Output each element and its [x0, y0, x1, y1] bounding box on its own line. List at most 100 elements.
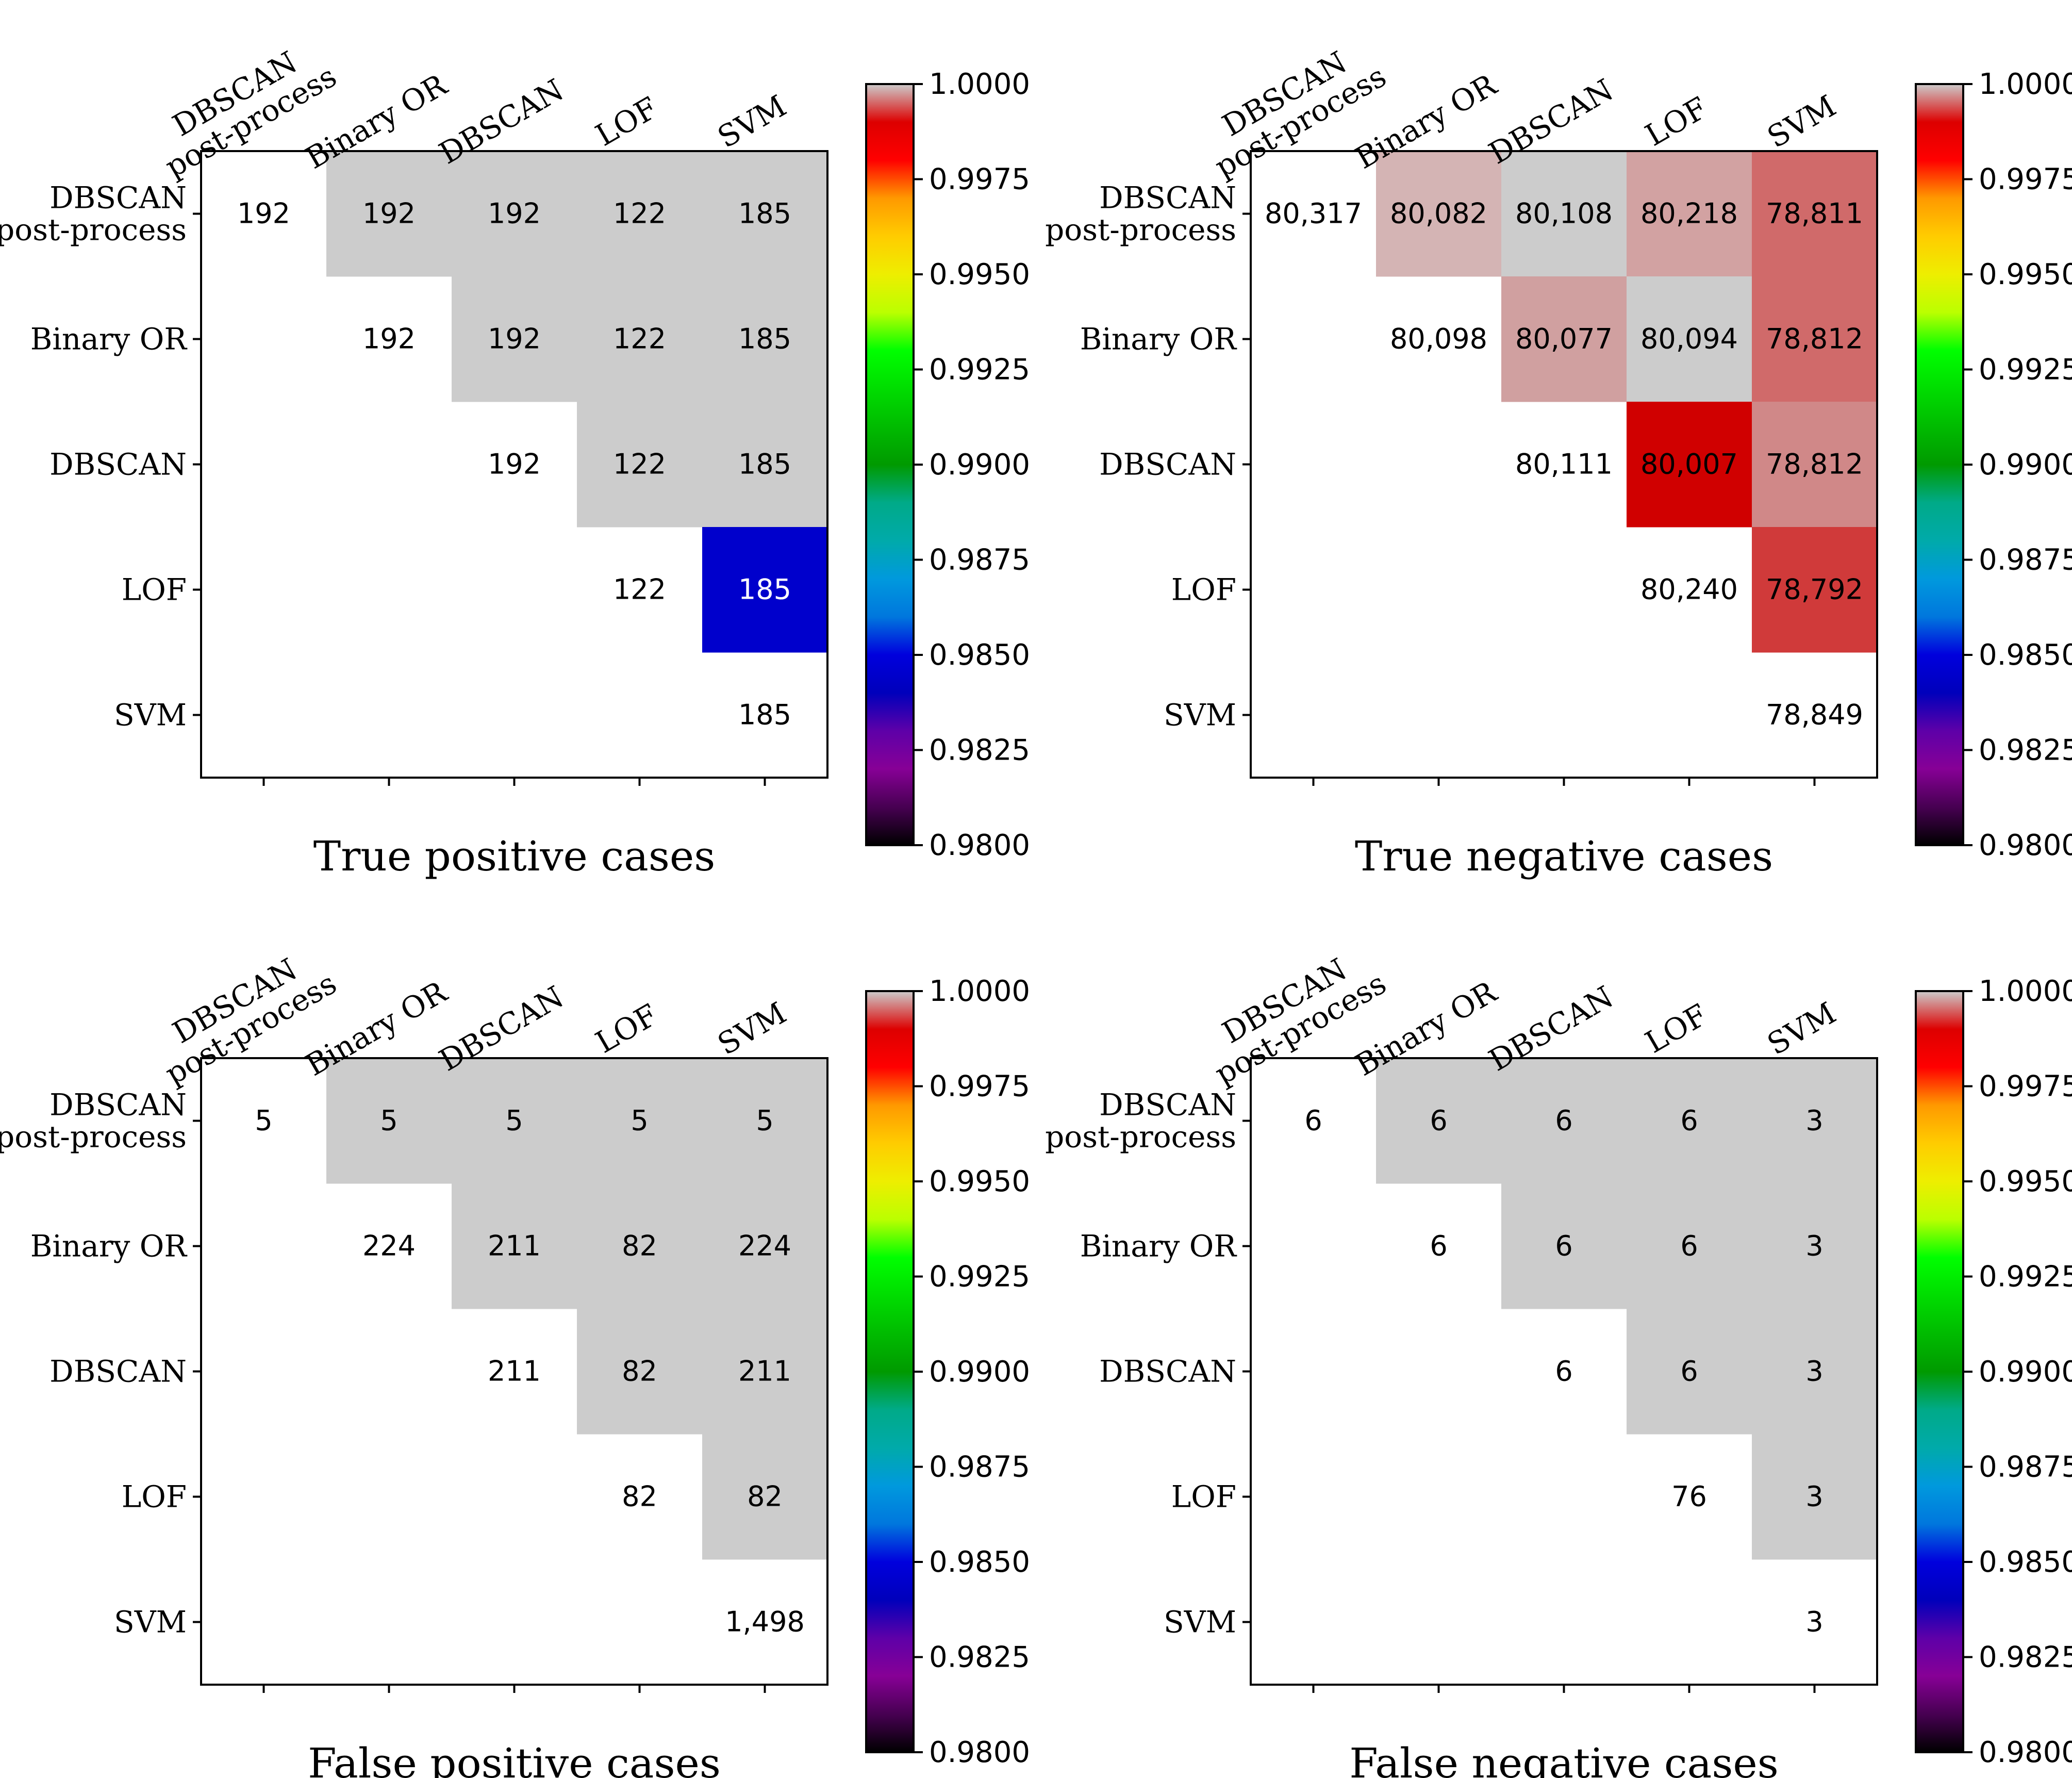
colorbar-tick-label: 0.9800 — [929, 829, 1030, 862]
svg-text:Binary OR: Binary OR — [1080, 322, 1238, 357]
cell-value-label: 78,811 — [1766, 197, 1863, 230]
heatmap-panel-4: 6 6 6 6 36 6 6 36 6 376 33DBSCANpost-processBinary… — [1045, 951, 2072, 1778]
colorbar-tick-label: 0.9800 — [1979, 1736, 2072, 1769]
panel-title: False negative cases — [1349, 1739, 1779, 1778]
cell-value-label: 6 — [1680, 1105, 1698, 1137]
colorbar-tick-label: 0.9950 — [929, 1165, 1030, 1198]
cell-value-label: 5 — [380, 1105, 397, 1137]
column-label: SVM — [1761, 88, 1842, 155]
heatmap-cell — [1627, 276, 1752, 402]
cell-value-label: 6 — [1680, 1355, 1698, 1388]
heatmap-cell — [326, 151, 452, 277]
colorbar-tick-label: 0.9875 — [1979, 544, 2072, 577]
colorbar-tick-label: 0.9900 — [929, 448, 1030, 482]
colorbar-tick-label: 1.0000 — [1979, 975, 2072, 1008]
cell-value-label: 80,111 — [1515, 448, 1613, 481]
colorbar-tick-label: 0.9825 — [1979, 1641, 2072, 1674]
cell-value-label: 80,082 — [1390, 197, 1487, 230]
cell-value-label: 5 — [631, 1105, 648, 1137]
cell-value-label: 192 — [488, 448, 541, 481]
row-label: SVM — [114, 1605, 187, 1640]
heatmap-cell — [1501, 151, 1627, 277]
cell-value-label: 80,098 — [1390, 323, 1487, 355]
svg-text:LOF: LOF — [1171, 1479, 1236, 1514]
row-label: DBSCAN — [1099, 1354, 1236, 1389]
cell-value-label: 78,792 — [1766, 573, 1863, 606]
row-label: SVM — [1164, 1605, 1236, 1640]
colorbar-tick-label: 1.0000 — [929, 975, 1030, 1008]
row-label: Binary OR — [30, 322, 188, 357]
colorbar-tick-label: 0.9875 — [929, 544, 1030, 577]
row-label: LOF — [1171, 572, 1236, 607]
cell-value-label: 6 — [1430, 1230, 1447, 1262]
colorbar-tick-label: 0.9925 — [1979, 1260, 2072, 1294]
svg-text:LOF: LOF — [590, 997, 664, 1060]
heatmap-cell — [702, 402, 828, 528]
cell-value-label: 185 — [738, 323, 791, 355]
colorbar-tick-label: 0.9925 — [1979, 353, 2072, 387]
svg-text:DBSCAN: DBSCAN — [1099, 1354, 1236, 1389]
cell-value-label: 185 — [738, 699, 791, 731]
colorbar: 1.0000 0.9975 0.9950 0.9925 0.9900 0.9875 0.98… — [1915, 975, 2072, 1769]
cell-value-label: 6 — [1555, 1105, 1572, 1137]
cell-value-label: 6 — [1555, 1355, 1572, 1388]
heatmap-cell — [1752, 527, 1878, 653]
heatmap-cell — [1376, 151, 1502, 277]
column-label: LOF — [590, 997, 664, 1060]
colorbar-tick-label: 0.9800 — [1979, 829, 2072, 862]
colorbar: 1.0000 0.9975 0.9950 0.9925 0.9900 0.9875 0.98… — [865, 68, 1030, 862]
heatmap-cell — [702, 527, 828, 653]
heatmap-cell — [1627, 151, 1752, 277]
colorbar-bar — [865, 83, 915, 846]
row-label: Binary OR — [1080, 322, 1238, 357]
cell-value-label: 80,240 — [1640, 573, 1738, 606]
svg-text:post-process: post-process — [1045, 212, 1236, 248]
colorbar-tick-label: 0.9850 — [929, 1545, 1030, 1579]
svg-text:SVM: SVM — [114, 698, 187, 733]
svg-text:DBSCAN: DBSCAN — [49, 447, 187, 482]
svg-text:LOF: LOF — [590, 90, 664, 153]
heatmap-cell — [702, 151, 828, 277]
heatmap-cell — [1376, 1058, 1502, 1184]
cell-value-label: 78,812 — [1766, 323, 1863, 355]
row-label: SVM — [114, 698, 187, 733]
row-label: DBSCAN — [49, 447, 187, 482]
colorbar-tick-label: 0.9925 — [929, 1260, 1030, 1294]
heatmap-cell — [577, 402, 703, 528]
colorbar-tick-label: 0.9975 — [1979, 163, 2072, 196]
svg-text:DBSCAN: DBSCAN — [1099, 180, 1236, 216]
column-label: SVM — [711, 88, 792, 155]
cell-value-label: 192 — [488, 323, 541, 355]
heatmap-cell — [1501, 1183, 1627, 1309]
cell-value-label: 6 — [1304, 1105, 1322, 1137]
cell-value-label: 192 — [362, 197, 416, 230]
colorbar-tick-label: 0.9850 — [1979, 1545, 2072, 1579]
cell-value-label: 122 — [613, 197, 666, 230]
heatmap-cell — [702, 1183, 828, 1309]
colorbar-tick-label: 0.9950 — [929, 258, 1030, 291]
cell-value-label: 211 — [488, 1355, 541, 1388]
cell-value-label: 3 — [1805, 1230, 1823, 1262]
heatmap-cell — [577, 1309, 703, 1435]
colorbar-tick-label: 0.9875 — [929, 1451, 1030, 1484]
colorbar-tick-label: 0.9850 — [929, 638, 1030, 672]
cell-value-label: 82 — [622, 1355, 657, 1388]
svg-text:LOF: LOF — [1171, 572, 1236, 607]
heatmap-cell — [1752, 1434, 1878, 1560]
cell-value-label: 82 — [622, 1230, 657, 1262]
colorbar-bar — [1915, 83, 1964, 846]
cell-value-label: 78,849 — [1766, 699, 1863, 731]
column-label: LOF — [1639, 90, 1713, 153]
colorbar-tick-label: 1.0000 — [929, 68, 1030, 101]
heatmap-cell — [1752, 1309, 1878, 1435]
colorbar-tick-label: 0.9925 — [929, 353, 1030, 387]
svg-text:LOF: LOF — [122, 1479, 187, 1514]
cell-value-label: 1,498 — [725, 1606, 805, 1638]
colorbar-tick-label: 0.9975 — [929, 163, 1030, 196]
cell-value-label: 122 — [613, 323, 666, 355]
heatmap-cell — [1627, 1058, 1752, 1184]
